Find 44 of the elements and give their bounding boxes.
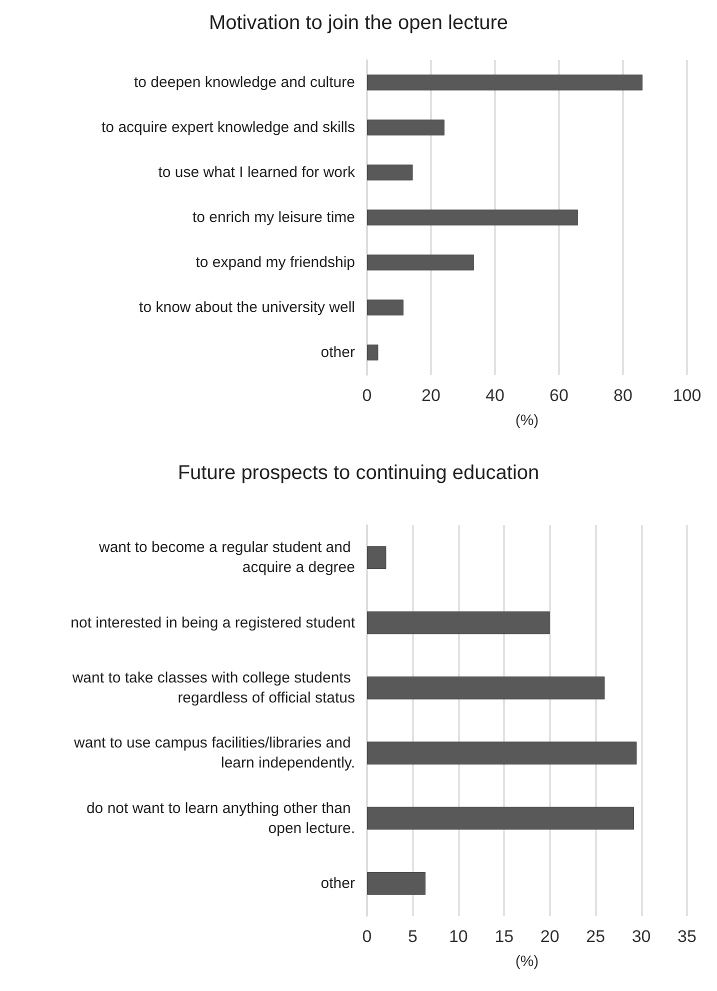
x-tick-label: 20 (422, 386, 440, 405)
bar (367, 300, 404, 316)
x-tick-label: 0 (362, 386, 372, 405)
x-tick-label: 60 (550, 386, 568, 405)
y-tick-label: not interested in being a registered student (70, 614, 356, 632)
chart-title: Motivation to join the open lecture (208, 12, 508, 34)
bar (367, 74, 643, 90)
y-tick-label: to deepen knowledge and culture (134, 74, 355, 91)
y-tick-label: to know about the university well (139, 299, 355, 316)
x-tick-label: 30 (632, 927, 651, 946)
y-tick-label: want to take classes with college students regardless of official status (71, 669, 355, 706)
y-tick-label: to expand my friendship (196, 254, 355, 271)
x-tick-label: 0 (362, 927, 372, 946)
bar (367, 164, 413, 180)
bar (367, 872, 426, 895)
x-tick-label: 15 (494, 927, 514, 946)
y-tick-label: to enrich my leisure time (192, 209, 355, 226)
bar (367, 254, 474, 270)
x-tick-label: 40 (486, 386, 504, 405)
x-tick-label: 100 (672, 386, 702, 405)
x-tick-label: 25 (586, 927, 606, 946)
y-tick-label: do not want to learn anything other than open lecture. (86, 800, 355, 837)
bar (367, 676, 605, 700)
y-tick-label: to acquire expert knowledge and skills (102, 119, 355, 136)
bar (367, 210, 578, 226)
x-axis-title: (%) (515, 953, 539, 970)
bar (367, 344, 378, 360)
bar (367, 546, 386, 569)
y-tick-label: want to use campus facilities/libraries and learn independently. (73, 734, 355, 772)
x-tick-label: 10 (448, 927, 468, 946)
bar (367, 120, 444, 136)
x-axis-title: (%) (515, 412, 539, 429)
y-tick-label: other (320, 874, 355, 892)
y-tick-label: want to become a regular student and acquire a degree (98, 539, 355, 576)
chart-title: Future prospects to continuing education (178, 462, 540, 484)
x-tick-label: 35 (678, 927, 696, 946)
y-tick-label: to use what I learned for work (158, 164, 356, 181)
bar (367, 806, 634, 830)
y-tick-label: other (320, 344, 355, 361)
x-tick-label: 20 (540, 927, 560, 946)
x-tick-label: 80 (614, 386, 632, 405)
bar (367, 742, 637, 764)
x-tick-label: 5 (408, 927, 418, 946)
bar (367, 611, 550, 634)
